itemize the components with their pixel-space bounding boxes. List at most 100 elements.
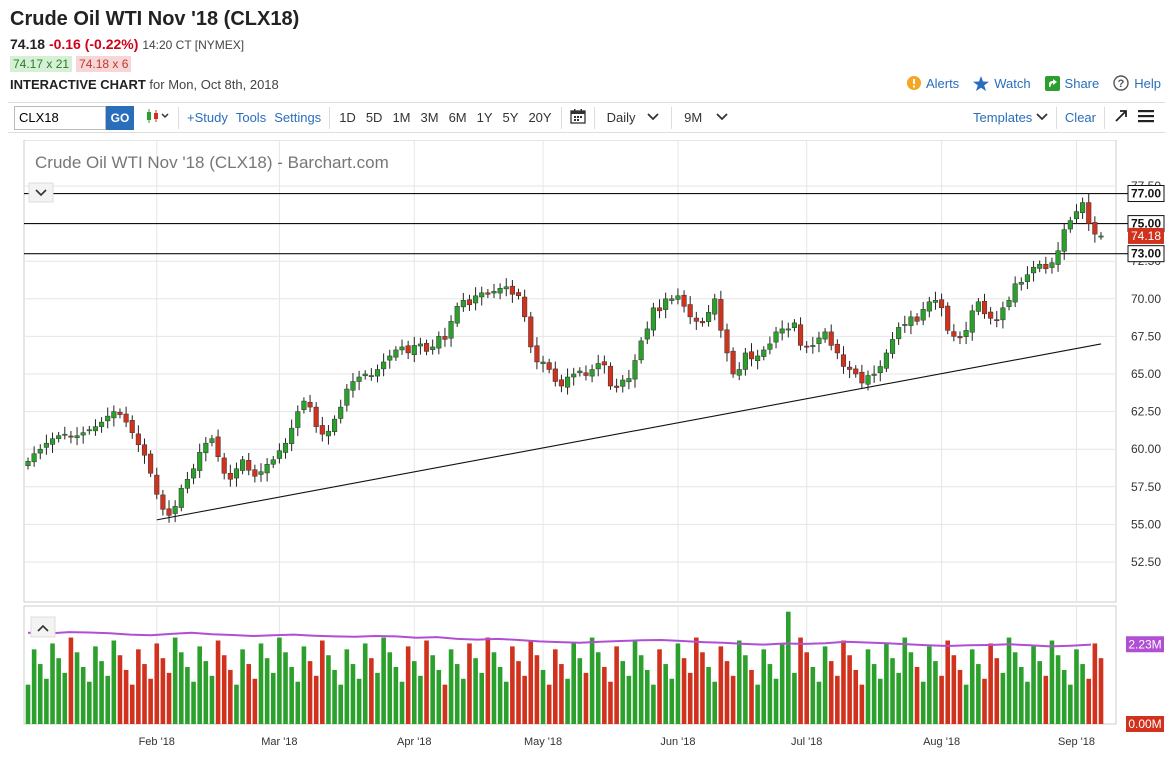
- volume-bar: [362, 643, 368, 724]
- range-6m[interactable]: 6M: [448, 110, 467, 125]
- candle: [1092, 222, 1098, 235]
- symbol-input[interactable]: [14, 105, 106, 130]
- study-button[interactable]: +Study: [187, 110, 228, 125]
- volume-bar: [160, 658, 166, 724]
- templates-dropdown[interactable]: Templates: [969, 110, 1052, 125]
- volume-bar: [350, 664, 356, 724]
- watch-link[interactable]: Watch: [973, 75, 1031, 91]
- span-dropdown[interactable]: 9M: [676, 110, 736, 125]
- y-tick-label: 70.00: [1131, 292, 1161, 306]
- range-3m[interactable]: 3M: [420, 110, 439, 125]
- candle: [871, 373, 877, 376]
- candle: [840, 354, 847, 367]
- range-20y[interactable]: 20Y: [528, 110, 552, 125]
- volume-bar: [264, 658, 270, 724]
- volume-bar: [369, 658, 374, 724]
- price-chart[interactable]: Crude Oil WTI Nov '18 (CLX18) - Barchart…: [0, 139, 1169, 754]
- volume-bar: [718, 646, 724, 724]
- tools-button[interactable]: Tools: [235, 110, 267, 125]
- range-1m[interactable]: 1M: [392, 110, 411, 125]
- alerts-link[interactable]: Alerts: [906, 75, 960, 91]
- candle: [417, 343, 423, 347]
- volume-bar: [344, 649, 350, 724]
- candle: [773, 331, 779, 343]
- candle: [712, 298, 718, 315]
- volume-bar: [326, 655, 331, 724]
- candle: [932, 300, 939, 303]
- period-dropdown[interactable]: Daily: [599, 110, 668, 125]
- separator: [671, 106, 673, 129]
- volume-bar: [393, 666, 399, 724]
- volume-bar: [234, 684, 239, 724]
- candle: [123, 413, 129, 423]
- candle: [148, 453, 154, 474]
- volume-bar: [761, 649, 767, 724]
- go-button[interactable]: GO: [106, 105, 134, 130]
- volume-bar: [687, 672, 693, 724]
- calendar-button[interactable]: [566, 108, 590, 127]
- candle: [601, 361, 607, 366]
- quote-line: 74.18 -0.16 (-0.22%) 14:20 CT [NYMEX]: [10, 36, 244, 52]
- interactive-chart-label: INTERACTIVE CHART for Mon, Oct 8th, 2018: [10, 77, 279, 92]
- candle: [338, 406, 344, 419]
- help-link[interactable]: ? Help: [1113, 75, 1161, 91]
- candle: [197, 451, 203, 471]
- settings-button[interactable]: Settings: [274, 110, 322, 125]
- candle: [43, 442, 49, 448]
- candle: [571, 373, 577, 378]
- range-5d[interactable]: 5D: [365, 110, 383, 125]
- candle: [1086, 202, 1092, 224]
- collapse-volume-button[interactable]: [30, 616, 56, 638]
- volume-bar: [1025, 681, 1030, 724]
- chart-type-dropdown[interactable]: [140, 108, 174, 127]
- candle: [828, 331, 834, 346]
- volume-bar: [638, 655, 644, 724]
- candle: [681, 294, 687, 307]
- range-1d[interactable]: 1D: [339, 110, 356, 125]
- volume-bar: [534, 655, 540, 724]
- candle: [767, 343, 773, 350]
- chevron-down-icon: [647, 113, 659, 121]
- volume-bar: [859, 684, 865, 724]
- volume-bar: [626, 675, 632, 724]
- volume-bar: [448, 649, 454, 724]
- volume-bar: [154, 643, 160, 724]
- alerts-label: Alerts: [925, 75, 960, 91]
- menu-button[interactable]: [1133, 109, 1159, 126]
- clear-button[interactable]: Clear: [1064, 110, 1096, 125]
- candle: [258, 471, 264, 475]
- volume-bar: [473, 658, 478, 724]
- candle: [877, 366, 883, 374]
- candle: [663, 298, 669, 310]
- bid-badge: 74.17 x 21: [10, 56, 73, 72]
- volume-bar: [129, 684, 135, 724]
- volume-bar: [939, 675, 944, 724]
- volume-bar: [583, 672, 589, 724]
- svg-text:?: ?: [1118, 78, 1125, 90]
- volume-bar: [93, 646, 98, 724]
- range-5y[interactable]: 5Y: [502, 110, 519, 125]
- volume-ma-label: 2.23M: [1128, 637, 1161, 651]
- volume-bar: [25, 684, 31, 724]
- collapse-top-button[interactable]: [28, 182, 54, 203]
- volume-bar: [657, 649, 662, 724]
- y-tick-label: 62.50: [1131, 405, 1161, 419]
- separator: [1104, 106, 1105, 129]
- x-tick-label: Jun '18: [660, 736, 695, 748]
- candle: [264, 463, 270, 474]
- horizontal-lines: [24, 192, 1128, 255]
- chart-area[interactable]: Crude Oil WTI Nov '18 (CLX18) - Barchart…: [0, 139, 1169, 759]
- share-link[interactable]: Share: [1044, 75, 1099, 91]
- volume-bar: [1080, 664, 1085, 724]
- candle: [356, 376, 362, 382]
- expand-button[interactable]: [1109, 108, 1133, 127]
- candle: [847, 366, 853, 370]
- volume-bar: [945, 640, 951, 724]
- candle: [620, 379, 626, 387]
- chevron-down-icon: [716, 113, 728, 121]
- range-1y[interactable]: 1Y: [476, 110, 493, 125]
- volume-bar: [405, 646, 411, 724]
- candle: [761, 349, 767, 357]
- volume-bar: [963, 684, 969, 724]
- volume-bar: [503, 681, 509, 724]
